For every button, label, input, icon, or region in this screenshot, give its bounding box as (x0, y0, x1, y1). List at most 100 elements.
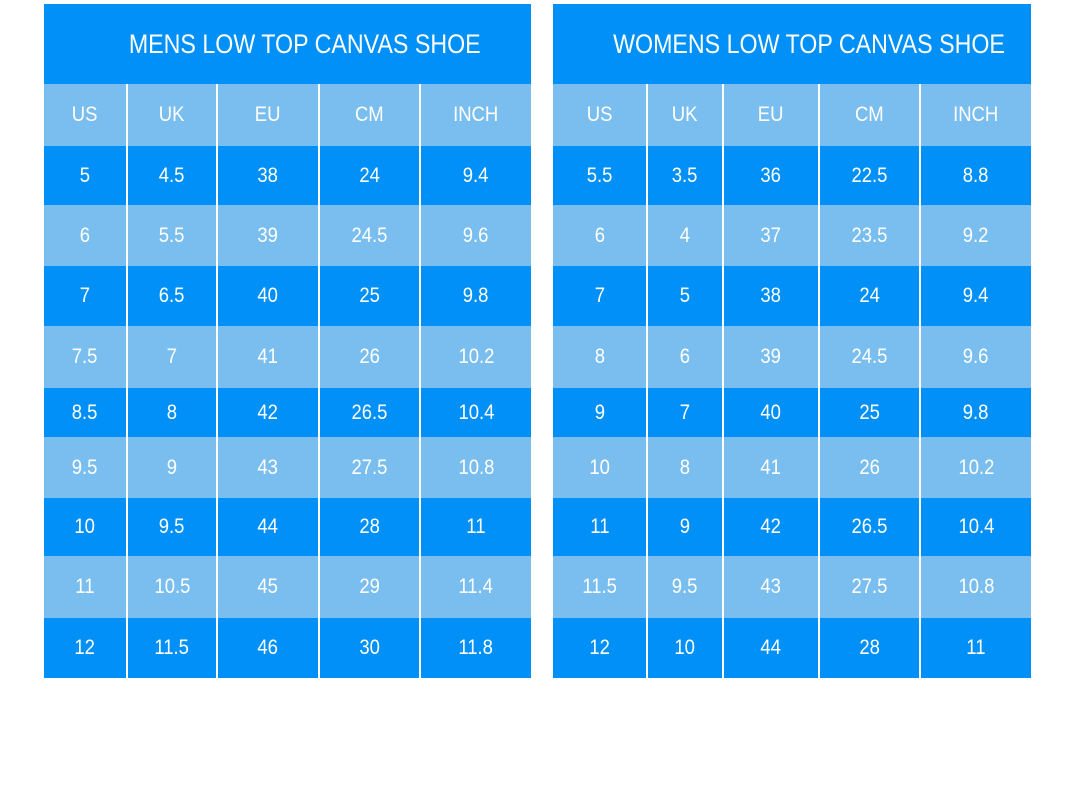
table-cell: 23.5 (818, 205, 919, 266)
table-cell: 11.8 (419, 618, 531, 678)
table-cell: 27.5 (818, 556, 919, 618)
table-cell: 7 (646, 388, 722, 437)
table-cell: 8 (126, 388, 216, 437)
table-cell: 11 (419, 498, 531, 556)
cell-text: 22.5 (851, 163, 888, 187)
table-cell: 10.8 (419, 437, 531, 498)
cell-text: 3.5 (672, 163, 698, 187)
table-cell: 7 (44, 266, 126, 326)
table-cell: 9 (646, 498, 722, 556)
table-cell: 27.5 (318, 437, 419, 498)
cell-text: 26.5 (851, 515, 888, 538)
cell-text: 28 (859, 636, 880, 659)
table-cell: 9.8 (919, 388, 1031, 437)
table-cell: 10.2 (919, 437, 1031, 498)
column-header: UK (646, 84, 722, 146)
table-cell: 6 (553, 205, 646, 266)
table-row: 9 7 40 25 9.8 (553, 388, 1031, 437)
cell-text: 42 (257, 400, 279, 424)
cell-text: 9.8 (463, 284, 489, 307)
cell-text: 44 (760, 636, 782, 659)
cell-text: 44 (257, 515, 279, 538)
cell-text: 5.5 (586, 163, 613, 187)
cell-text: 11 (466, 515, 486, 538)
table-row: 7 5 38 24 9.4 (553, 266, 1031, 326)
table-row: 10 8 41 26 10.2 (553, 437, 1031, 498)
table-row: 8 6 39 24.5 9.6 (553, 326, 1031, 388)
cell-text: 45 (257, 575, 279, 598)
cell-text: 41 (760, 455, 782, 479)
cell-text: 10.5 (154, 575, 190, 598)
table-cell: 9.2 (919, 205, 1031, 266)
cell-text: 8 (679, 455, 691, 479)
cell-text: 9.6 (963, 345, 989, 368)
cell-text: 6 (679, 345, 691, 368)
column-header-text: UK (672, 103, 698, 126)
column-header: INCH (919, 84, 1031, 146)
table-cell: 8 (553, 326, 646, 388)
cell-text: 9 (594, 400, 605, 424)
table-cell: 22.5 (818, 146, 919, 205)
womens-size-table: WOMENS LOW TOP CANVAS SHOE US UK EU CM INCH 5.… (553, 4, 1031, 678)
table-row: 7 6.5 40 25 9.8 (44, 266, 531, 326)
cell-text: 30 (359, 636, 380, 659)
table-cell: 9.8 (419, 266, 531, 326)
table-cell: 44 (722, 618, 818, 678)
table-cell: 4 (646, 205, 722, 266)
table-row: 12 11.5 46 30 11.8 (44, 618, 531, 678)
table-cell: 12 (44, 618, 126, 678)
cell-text: 7 (594, 284, 605, 307)
table-cell: 9.6 (419, 205, 531, 266)
cell-text: 24 (859, 284, 880, 307)
cell-text: 24.5 (851, 345, 888, 368)
column-header-text: INCH (953, 103, 999, 126)
column-header-text: US (586, 103, 613, 126)
table-cell: 3.5 (646, 146, 722, 205)
cell-text: 25 (859, 400, 880, 424)
table-cell: 8.5 (44, 388, 126, 437)
cell-text: 5 (679, 284, 691, 307)
table-cell: 11 (919, 618, 1031, 678)
cell-text: 37 (760, 223, 782, 247)
cell-text: 40 (257, 284, 279, 307)
table-row: 11.5 9.5 43 27.5 10.8 (553, 556, 1031, 618)
cell-text: 9.4 (463, 163, 489, 187)
column-header: INCH (419, 84, 531, 146)
table-cell: 5.5 (126, 205, 216, 266)
cell-text: 38 (257, 163, 279, 187)
cell-text: 11.4 (458, 575, 494, 598)
table-cell: 7 (553, 266, 646, 326)
table-cell: 28 (318, 498, 419, 556)
cell-text: 27.5 (351, 455, 388, 479)
table-row: 5 4.5 38 24 9.4 (44, 146, 531, 205)
cell-text: 7 (679, 400, 691, 424)
table-cell: 6 (44, 205, 126, 266)
table-cell: 41 (216, 326, 318, 388)
header-row: US UK EU CM INCH (553, 84, 1031, 146)
table-title: WOMENS LOW TOP CANVAS SHOE (553, 4, 1031, 84)
column-header: UK (126, 84, 216, 146)
table-cell: 11.4 (419, 556, 531, 618)
table-cell: 11 (44, 556, 126, 618)
table-cell: 10.2 (419, 326, 531, 388)
cell-text: 38 (760, 284, 782, 307)
cell-text: 27.5 (851, 575, 888, 598)
table-row: 7.5 7 41 26 10.2 (44, 326, 531, 388)
column-header-text: EU (255, 103, 281, 126)
table-cell: 36 (722, 146, 818, 205)
table-cell: 6.5 (126, 266, 216, 326)
cell-text: 11 (966, 636, 986, 659)
column-header-text: CM (355, 103, 384, 126)
cell-text: 6.5 (159, 284, 185, 307)
table-row: 9.5 9 43 27.5 10.8 (44, 437, 531, 498)
column-header-text: INCH (453, 103, 499, 126)
column-header-text: UK (159, 103, 185, 126)
table-title: MENS LOW TOP CANVAS SHOE (44, 4, 531, 84)
table-cell: 8 (646, 437, 722, 498)
cell-text: 26.5 (351, 400, 388, 424)
cell-text: 28 (359, 515, 380, 538)
table-cell: 25 (818, 388, 919, 437)
table-cell: 6 (646, 326, 722, 388)
cell-text: 4.5 (159, 163, 185, 187)
table-cell: 10.4 (419, 388, 531, 437)
